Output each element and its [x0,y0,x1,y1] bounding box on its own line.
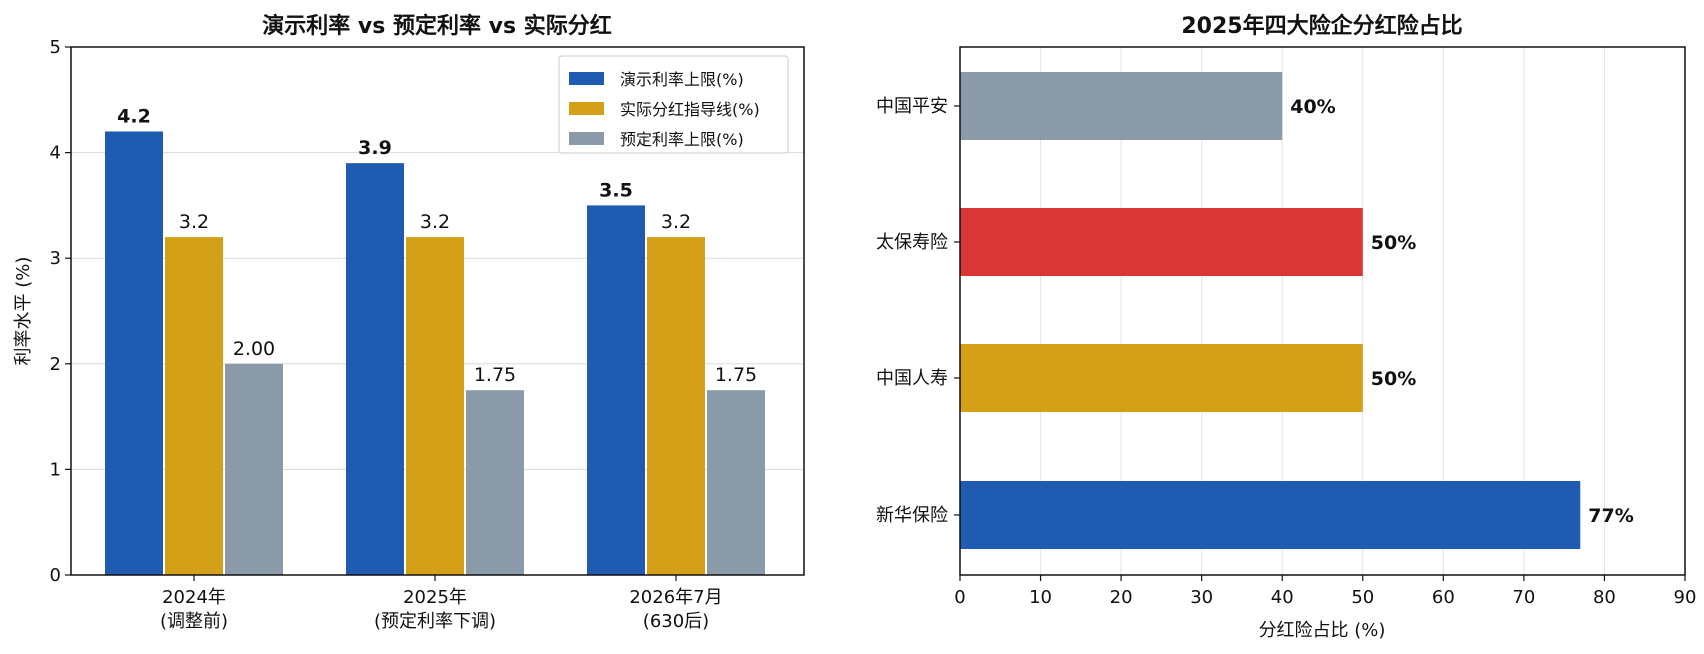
right-x-tick-label: 40 [1271,587,1294,608]
left-x-tick-label: 2025年 [403,587,467,608]
left-bar [105,131,163,576]
right-x-tick-label: 10 [1029,587,1052,608]
left-bar [225,363,283,575]
right-x-tick-label: 80 [1593,587,1616,608]
right-plot-frame [959,46,1686,576]
left-x-tick-label: (调整前) [160,611,228,632]
legend-label: 实际分红指导线(%) [620,100,760,119]
left-bar [406,237,464,575]
left-data-labels: 4.2 3.9 3.5 3.2 3.2 3.2 2.00 1.75 1.75 [117,105,757,386]
right-bar-value-label: 77% [1588,505,1633,527]
right-bar-value-label: 50% [1371,232,1416,254]
right-bar [960,208,1363,276]
left-bar-value-label: 3.2 [420,211,450,233]
left-y-tick-label: 0 [50,565,61,586]
left-y-ticks: 0 1 2 3 4 5 [50,37,71,586]
left-bar [165,237,223,575]
left-bar-value-label: 1.75 [715,364,757,386]
left-bar-value-label: 3.5 [599,179,633,201]
right-y-tick-label: 中国平安 [876,96,948,117]
left-bar-value-label: 3.2 [179,211,209,233]
left-chart-title: 演示利率 vs 预定利率 vs 实际分红 [262,13,612,39]
right-x-axis-label: 分红险占比 (%) [1259,620,1386,641]
right-y-tick-label: 中国人寿 [876,368,948,389]
left-plot-frame [70,46,805,576]
left-bar [707,390,765,575]
left-bar-value-label: 3.2 [661,211,691,233]
left-y-axis-label: 利率水平 (%) [13,257,34,366]
left-x-tick-label: (预定利率下调) [374,611,496,632]
left-bar [647,237,705,575]
left-y-tick-label: 2 [50,354,61,375]
legend-swatch [569,102,604,115]
left-y-tick-label: 5 [50,37,61,58]
right-bar [960,481,1581,549]
legend-label: 演示利率上限(%) [620,70,744,89]
left-x-tick-label: 2026年7月 [629,587,722,608]
right-bar-value-label: 50% [1371,368,1416,390]
right-x-tick-label: 50 [1351,587,1374,608]
left-bar-value-label: 2.00 [233,338,275,360]
right-bar [960,344,1363,412]
right-chart: 2025年四大险企分红险占比 40% 50% 50% 77% 中国平安太保寿险中国人寿… [876,13,1696,641]
right-x-tick-label: 70 [1512,587,1535,608]
right-bars [960,72,1581,549]
left-bar-value-label: 3.9 [358,137,392,159]
right-x-ticks: 0 10 20 30 40 50 60 70 80 90 [954,575,1696,608]
left-bars [105,131,765,576]
right-data-labels: 40% 50% 50% 77% [1290,96,1634,527]
left-x-tick-label: 2024年 [162,587,226,608]
right-y-tick-label: 新华保险 [876,505,948,526]
left-x-ticks: 2024年 (调整前) 2025年 (预定利率下调) 2026年7月 (630后) [160,575,723,632]
left-bar [587,205,645,575]
right-x-tick-label: 30 [1190,587,1213,608]
left-y-tick-label: 3 [50,248,61,269]
left-x-tick-label: (630后) [643,611,709,632]
right-x-tick-label: 60 [1432,587,1455,608]
left-bar [466,390,524,575]
left-bar [346,163,404,575]
left-y-tick-label: 1 [50,459,61,480]
right-x-tick-label: 90 [1674,587,1697,608]
right-x-tick-label: 0 [954,587,965,608]
right-bar [960,72,1283,140]
legend-box [558,55,789,154]
left-y-tick-label: 4 [50,143,61,164]
legend-label: 预定利率上限(%) [620,130,744,149]
right-bar-value-label: 40% [1290,96,1335,118]
left-bar-value-label: 4.2 [117,105,151,127]
right-y-tick-label: 太保寿险 [876,232,948,253]
right-x-tick-label: 20 [1110,587,1133,608]
left-bar-value-label: 1.75 [474,364,516,386]
left-chart: 演示利率 vs 预定利率 vs 实际分红 4.2 3.9 3.5 3.2 3.2 3.2 2… [13,13,805,632]
right-chart-title: 2025年四大险企分红险占比 [1181,13,1462,39]
left-legend: 演示利率上限(%) 实际分红指导线(%) 预定利率上限(%) [558,55,789,154]
legend-swatch [569,72,604,85]
legend-swatch [569,132,604,145]
